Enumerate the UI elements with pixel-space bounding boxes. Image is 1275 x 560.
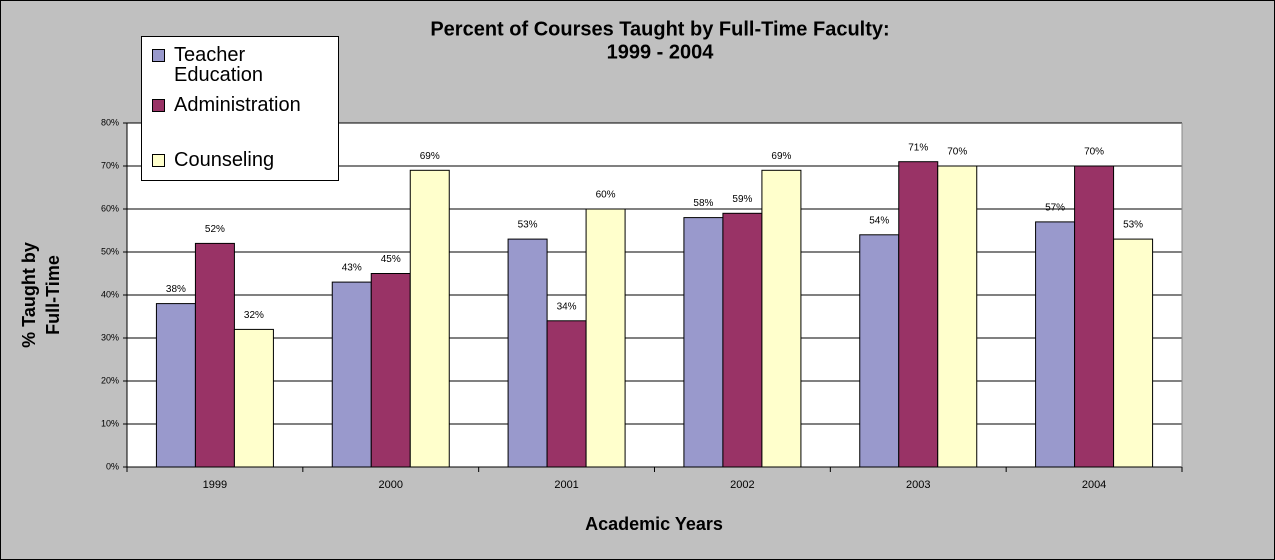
legend-label: Administration <box>174 94 301 116</box>
data-label: 32% <box>244 310 264 321</box>
data-label: 70% <box>1084 147 1104 158</box>
bar <box>898 161 939 468</box>
bar <box>155 303 196 468</box>
bar <box>1113 238 1154 468</box>
legend: Teacher Education Administration Counselin… <box>141 36 339 181</box>
y-tick-label: 0% <box>106 461 119 471</box>
x-tick-label: 2001 <box>554 479 578 491</box>
chart-title: Percent of Courses Taught by Full-Time F… <box>430 18 889 40</box>
data-label: 54% <box>869 215 889 226</box>
data-label: 60% <box>596 190 616 201</box>
bar <box>1035 221 1076 468</box>
bar <box>409 169 450 468</box>
bar <box>1074 165 1115 468</box>
legend-swatch <box>152 99 165 112</box>
data-label: 45% <box>381 254 401 265</box>
bar <box>585 208 626 468</box>
x-tick-label: 2002 <box>730 479 754 491</box>
data-label: 59% <box>732 194 752 205</box>
x-tick-label: 2004 <box>1082 479 1106 491</box>
data-label: 53% <box>1123 220 1143 231</box>
bar <box>507 238 548 468</box>
y-tick-label: 60% <box>101 203 119 213</box>
y-axis-label-line: % Taught by <box>19 242 39 348</box>
bar <box>546 320 587 468</box>
data-label: 43% <box>342 263 362 274</box>
x-tick-label: 2003 <box>906 479 930 491</box>
data-label: 52% <box>205 224 225 235</box>
y-tick-label: 20% <box>101 375 119 385</box>
bar <box>233 328 274 468</box>
x-tick-label: 1999 <box>203 479 227 491</box>
legend-swatch <box>152 154 165 167</box>
y-axis-label-line: Full-Time <box>43 255 63 335</box>
data-label: 69% <box>420 151 440 162</box>
bar <box>761 169 802 468</box>
bar <box>370 273 411 468</box>
chart-title: 1999 - 2004 <box>607 41 715 63</box>
data-label: 58% <box>693 198 713 209</box>
data-label: 69% <box>771 151 791 162</box>
bar <box>937 165 978 468</box>
data-label: 71% <box>908 142 928 153</box>
x-axis-label: Academic Years <box>585 514 723 534</box>
bar <box>683 217 724 468</box>
y-axis-label: % Taught by Full-Time <box>19 242 63 348</box>
y-tick-label: 50% <box>101 246 119 256</box>
data-label: 57% <box>1045 203 1065 214</box>
data-label: 34% <box>557 301 577 312</box>
bar <box>859 234 900 468</box>
legend-label: Counseling <box>174 149 275 171</box>
bar <box>331 281 372 468</box>
y-tick-label: 30% <box>101 332 119 342</box>
y-tick-label: 40% <box>101 289 119 299</box>
data-label: 38% <box>166 284 186 295</box>
data-label: 53% <box>518 220 538 231</box>
legend-label: Teacher Education <box>174 44 263 86</box>
y-tick-label: 80% <box>101 117 119 127</box>
x-tick-label: 2000 <box>379 479 403 491</box>
legend-swatch <box>152 49 165 62</box>
y-tick-label: 70% <box>101 160 119 170</box>
bar <box>722 212 763 468</box>
data-label: 70% <box>947 147 967 158</box>
bar <box>194 242 235 468</box>
y-tick-label: 10% <box>101 418 119 428</box>
